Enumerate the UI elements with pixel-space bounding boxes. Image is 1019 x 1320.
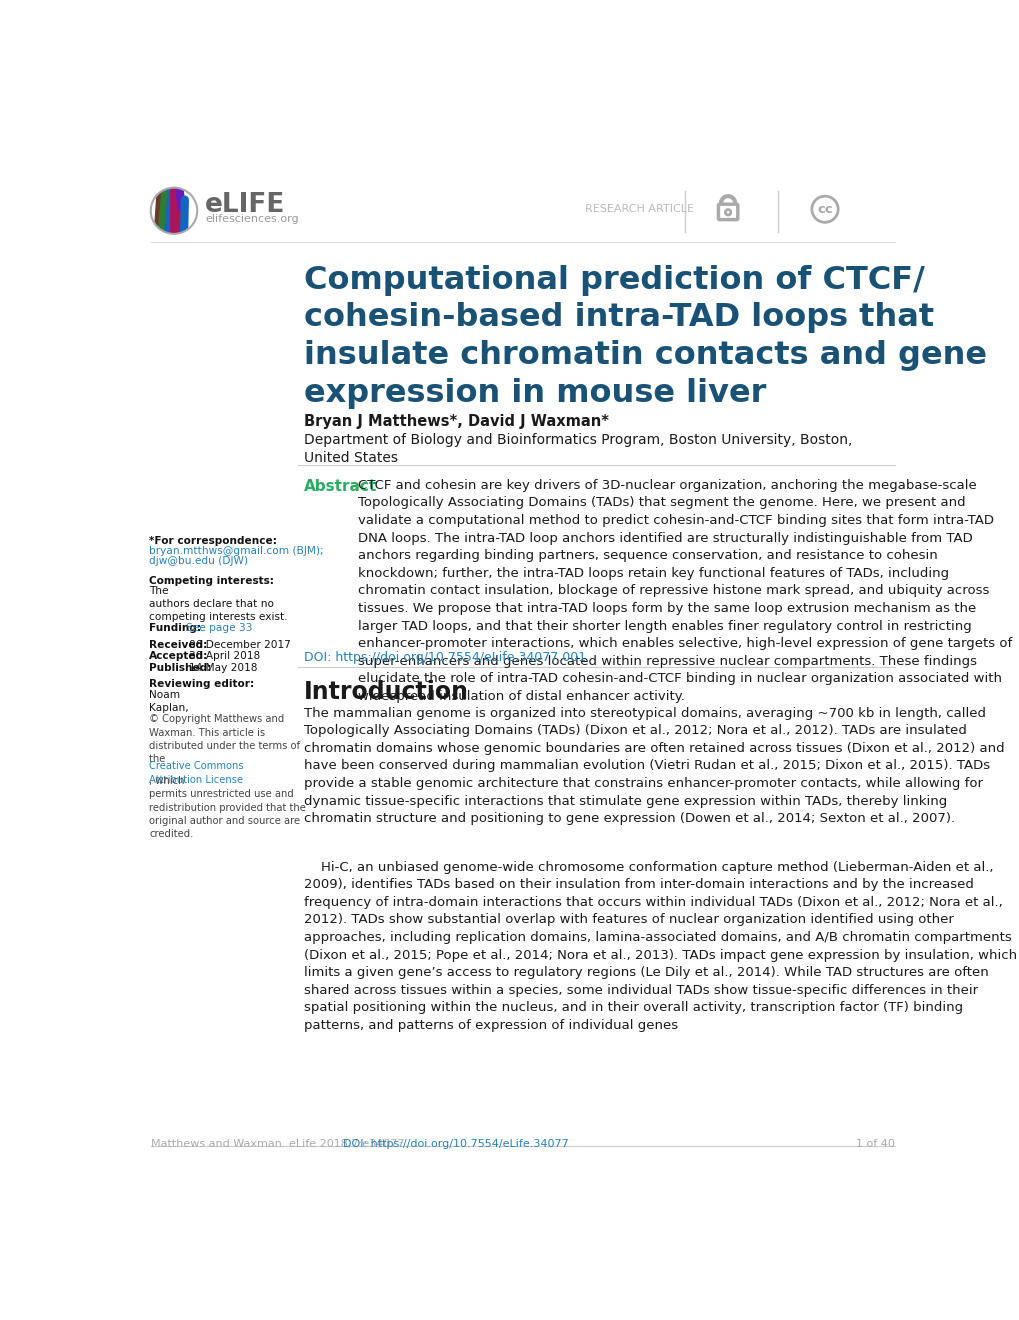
- FancyArrowPatch shape: [179, 190, 181, 209]
- Text: RESEARCH ARTICLE: RESEARCH ARTICLE: [584, 205, 693, 214]
- Text: bryan.mtthws@gmail.com (BJM);: bryan.mtthws@gmail.com (BJM);: [149, 546, 323, 557]
- Text: Introduction: Introduction: [304, 681, 469, 705]
- Text: CTCF and cohesin are key drivers of 3D-nuclear organization, anchoring the megab: CTCF and cohesin are key drivers of 3D-n…: [358, 479, 1012, 704]
- Text: Noam
Kaplan,: Noam Kaplan,: [149, 689, 189, 713]
- Text: Published:: Published:: [149, 663, 212, 673]
- Text: Competing interests:: Competing interests:: [149, 576, 274, 586]
- Text: DOI: https://doi.org/10.7554/eLife.34077.001: DOI: https://doi.org/10.7554/eLife.34077…: [304, 651, 586, 664]
- Text: *For correspondence:: *For correspondence:: [149, 536, 277, 545]
- Text: 1 of 40: 1 of 40: [855, 1139, 894, 1148]
- Text: Creative Commons
Attribution License: Creative Commons Attribution License: [149, 762, 244, 784]
- Text: DOI: https://doi.org/10.7554/eLife.34077: DOI: https://doi.org/10.7554/eLife.34077: [342, 1139, 569, 1148]
- Text: elifesciences.org: elifesciences.org: [205, 214, 299, 224]
- Circle shape: [151, 187, 197, 234]
- Text: See page 33: See page 33: [185, 623, 252, 634]
- Text: Accepted:: Accepted:: [149, 651, 208, 661]
- Text: cc: cc: [816, 203, 833, 215]
- Text: Matthews and Waxman. eLife 2018;7:e34077.: Matthews and Waxman. eLife 2018;7:e34077…: [151, 1139, 411, 1148]
- Text: Abstract: Abstract: [304, 479, 377, 494]
- Text: Received:: Received:: [149, 640, 208, 649]
- Text: Computational prediction of CTCF/
cohesin-based intra-TAD loops that
insulate ch: Computational prediction of CTCF/ cohesi…: [304, 264, 986, 409]
- Text: © Copyright Matthews and
Waxman. This article is
distributed under the terms of
: © Copyright Matthews and Waxman. This ar…: [149, 714, 300, 764]
- Text: Reviewing editor:: Reviewing editor:: [149, 678, 254, 689]
- Text: 14 May 2018: 14 May 2018: [190, 663, 258, 673]
- FancyArrowPatch shape: [163, 190, 167, 231]
- Text: The mammalian genome is organized into stereotypical domains, averaging ~700 kb : The mammalian genome is organized into s…: [304, 706, 1004, 825]
- FancyArrowPatch shape: [170, 190, 173, 231]
- Text: eLIFE: eLIFE: [205, 191, 285, 218]
- Text: 30 April 2018: 30 April 2018: [190, 651, 261, 661]
- Text: djw@bu.edu (DJW): djw@bu.edu (DJW): [149, 557, 248, 566]
- Text: Funding:: Funding:: [149, 623, 201, 634]
- Text: Hi-C, an unbiased genome-wide chromosome conformation capture method (Lieberman-: Hi-C, an unbiased genome-wide chromosome…: [304, 861, 1016, 1032]
- FancyArrowPatch shape: [159, 190, 161, 231]
- Text: 06 December 2017: 06 December 2017: [190, 640, 291, 649]
- Text: The
authors declare that no
competing interests exist.: The authors declare that no competing in…: [149, 586, 287, 622]
- Text: , which
permits unrestricted use and
redistribution provided that the
original a: , which permits unrestricted use and red…: [149, 776, 306, 840]
- Text: Department of Biology and Bioinformatics Program, Boston University, Boston,
Uni: Department of Biology and Bioinformatics…: [304, 433, 852, 465]
- Text: Bryan J Matthews*, David J Waxman*: Bryan J Matthews*, David J Waxman*: [304, 414, 608, 429]
